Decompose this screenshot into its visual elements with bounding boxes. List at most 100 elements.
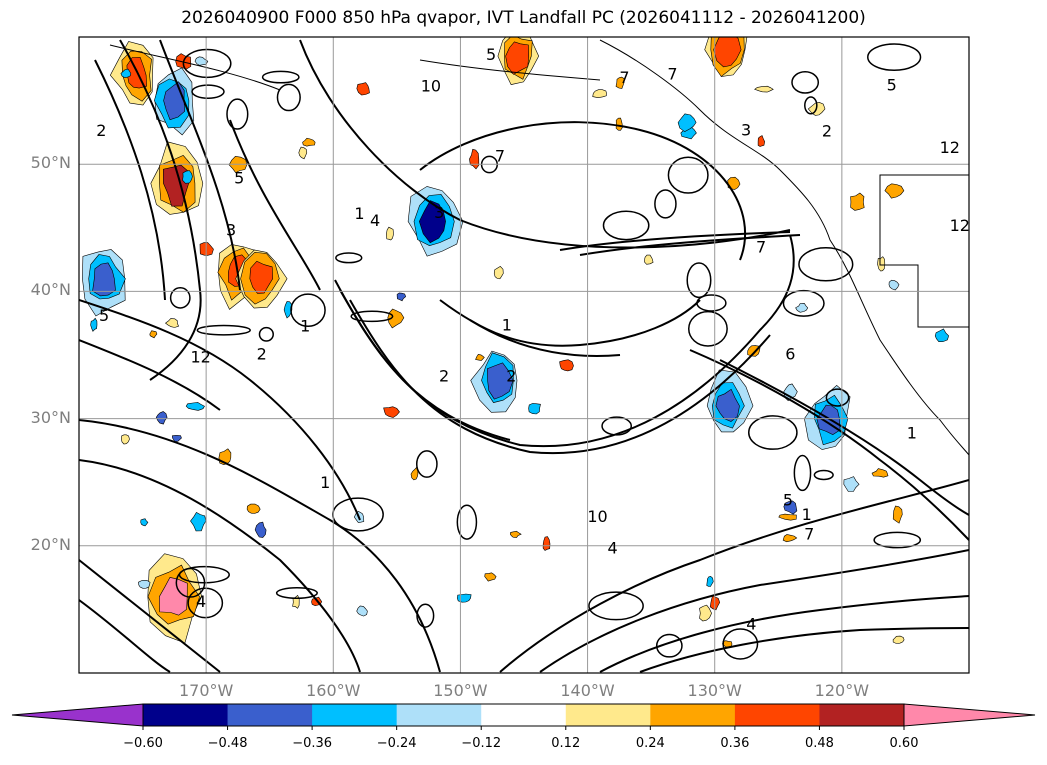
- colorbar-swatch: [650, 704, 736, 726]
- colorbar-outline: [142, 703, 905, 727]
- contour-loop: [350, 310, 394, 323]
- colorbar-tick-label: 0.12: [551, 736, 581, 751]
- contour-loop: [601, 416, 633, 436]
- contour-label: 1: [300, 317, 310, 336]
- contour-line: [79, 299, 361, 521]
- contour-line: [499, 479, 969, 673]
- contour-loop: [748, 415, 798, 450]
- contour-loop: [588, 591, 644, 621]
- shaded-patch: [194, 56, 209, 66]
- shaded-patch: [778, 513, 797, 521]
- colorbar-swatch: [819, 704, 905, 726]
- contour-label: 7: [495, 147, 505, 166]
- contour-line: [79, 419, 441, 673]
- shaded-region: [713, 37, 742, 68]
- colorbar-swatch: [143, 704, 229, 726]
- contour-line: [229, 119, 321, 291]
- lon-tick-label: 150°W: [433, 681, 488, 700]
- contour-label: 3: [434, 203, 444, 222]
- shaded-patch: [877, 256, 886, 272]
- contour-line: [334, 279, 511, 441]
- colorbar-tick-label: −0.12: [461, 736, 502, 751]
- contour-label: 10: [587, 507, 607, 526]
- shaded-patch: [509, 530, 522, 538]
- shaded-region: [158, 577, 188, 616]
- shaded-patch: [387, 308, 405, 329]
- contour-label: 3: [741, 120, 751, 139]
- contour-line: [539, 549, 969, 673]
- contour-line: [469, 319, 621, 357]
- contour-loop: [667, 156, 709, 194]
- contour-loop: [169, 287, 191, 309]
- contour-loop: [182, 48, 232, 79]
- shaded-patch: [356, 82, 370, 96]
- contour-label: 5: [887, 76, 897, 95]
- contour-label: 7: [619, 68, 629, 87]
- shaded-region: [486, 362, 514, 400]
- contour-label: 5: [99, 306, 109, 325]
- shaded-patch: [888, 279, 900, 291]
- shaded-anomalies: [82, 37, 950, 648]
- contour-label: 5: [783, 490, 793, 509]
- contour-line: [579, 234, 801, 256]
- shaded-patch: [385, 226, 394, 241]
- shaded-patch: [396, 292, 407, 302]
- shaded-region: [162, 164, 190, 207]
- contour-line: [119, 39, 202, 381]
- contour-line: [299, 39, 791, 249]
- shaded-patch: [149, 330, 158, 339]
- shaded-patch: [884, 183, 905, 199]
- contour-loop: [798, 247, 854, 282]
- shaded-region: [92, 262, 116, 297]
- contour-label: 3: [226, 220, 236, 239]
- contour-label: 4: [370, 211, 380, 230]
- contour-loop: [275, 587, 318, 600]
- lon-tick-label: 130°W: [687, 681, 742, 700]
- shaded-patch: [892, 635, 905, 644]
- coastline: [109, 44, 281, 91]
- shaded-patch: [90, 317, 98, 332]
- map-frame: [78, 36, 970, 674]
- coastline: [879, 174, 969, 328]
- shaded-patch: [475, 353, 485, 361]
- colorbar: [11, 703, 1036, 730]
- contour-line: [719, 359, 969, 516]
- shaded-patch: [783, 500, 798, 515]
- shaded-patch: [871, 468, 889, 478]
- lon-tick-label: 160°W: [306, 681, 361, 700]
- shaded-patch: [592, 89, 607, 99]
- shaded-patch: [850, 192, 865, 211]
- contour-label: 7: [756, 238, 766, 257]
- colorbar-swatch: [481, 704, 567, 726]
- contour-line: [79, 599, 171, 673]
- shaded-patch: [782, 534, 798, 543]
- colorbar-swatch: [565, 704, 651, 726]
- shaded-patch: [484, 572, 497, 582]
- shaded-region: [418, 200, 446, 244]
- contour-loop: [415, 450, 438, 478]
- contour-loop: [196, 324, 251, 336]
- shaded-patch: [164, 318, 180, 328]
- contour-line: [599, 595, 969, 673]
- contour-label: 7: [804, 524, 814, 543]
- contour-loop: [175, 567, 206, 598]
- contour-label: 2: [96, 121, 106, 140]
- shaded-patch: [283, 301, 293, 319]
- shaded-region: [505, 41, 530, 75]
- colorbar-tick-label: −0.36: [292, 736, 333, 751]
- colorbar-swatch: [734, 704, 820, 726]
- shaded-patch: [121, 434, 130, 445]
- contour-line: [159, 39, 241, 291]
- shaded-patch: [140, 518, 149, 527]
- colorbar-tick-label: 0.48: [804, 736, 834, 751]
- shaded-patch: [302, 137, 316, 147]
- coastline: [419, 59, 601, 81]
- contour-loop: [655, 633, 683, 658]
- contour-loop: [290, 293, 326, 328]
- shaded-patch: [493, 266, 504, 280]
- shaded-patch: [155, 411, 168, 425]
- contour-line: [349, 299, 771, 455]
- contour-loop: [191, 84, 225, 99]
- shaded-patch: [542, 536, 551, 551]
